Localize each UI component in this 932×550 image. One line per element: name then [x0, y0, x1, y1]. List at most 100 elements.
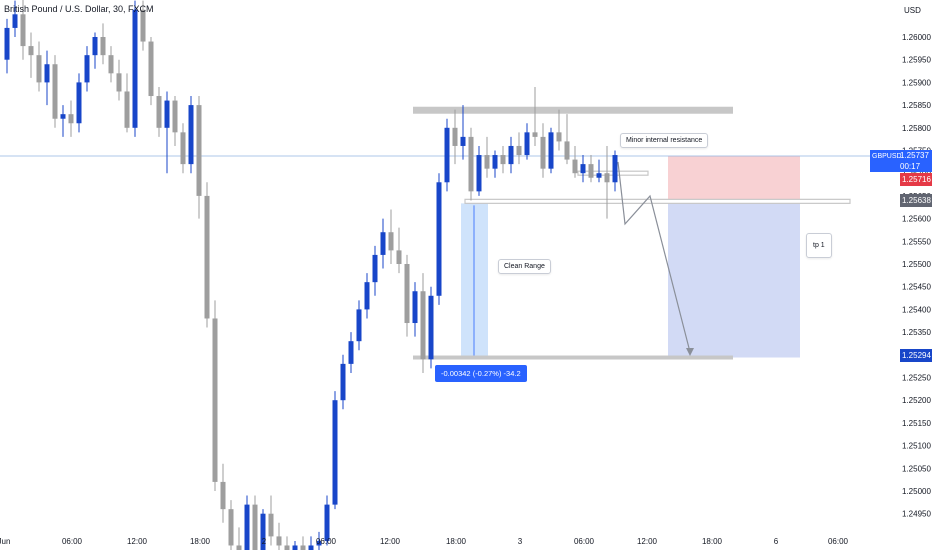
- price-tick-label: 1.25100: [902, 442, 931, 451]
- price-tick-label: 1.25600: [902, 215, 931, 224]
- candle[interactable]: [148, 41, 154, 97]
- projection-arrows: [617, 161, 694, 356]
- candle[interactable]: [284, 545, 290, 550]
- support-level-line[interactable]: [464, 198, 851, 204]
- time-tick-label: 06:00: [574, 537, 595, 546]
- candle[interactable]: [484, 155, 490, 169]
- candle[interactable]: [596, 173, 602, 178]
- projection-path[interactable]: [617, 161, 691, 353]
- candle[interactable]: [580, 164, 586, 174]
- candle[interactable]: [92, 37, 98, 56]
- candle[interactable]: [492, 155, 498, 169]
- candles: [4, 0, 618, 550]
- candle[interactable]: [428, 295, 434, 360]
- clean-range-note[interactable]: Clean Range: [498, 259, 551, 274]
- candle[interactable]: [324, 504, 330, 541]
- price-tick-label: 1.25350: [902, 328, 931, 337]
- candle[interactable]: [60, 114, 66, 119]
- candle[interactable]: [228, 509, 234, 546]
- candle[interactable]: [396, 250, 402, 264]
- candle[interactable]: [468, 136, 474, 192]
- candle[interactable]: [532, 132, 538, 137]
- tp-note[interactable]: tp 1: [806, 233, 832, 258]
- resistance-zone-line[interactable]: [413, 106, 733, 114]
- candle[interactable]: [556, 132, 562, 142]
- candle[interactable]: [124, 91, 130, 128]
- candle[interactable]: [36, 55, 42, 83]
- candle[interactable]: [452, 127, 458, 146]
- candle[interactable]: [260, 513, 266, 550]
- candle[interactable]: [300, 545, 306, 550]
- clean-range-zone[interactable]: [461, 203, 488, 360]
- candle[interactable]: [444, 127, 450, 183]
- candle[interactable]: [116, 73, 122, 92]
- candle[interactable]: [100, 37, 106, 56]
- candle[interactable]: [356, 309, 362, 342]
- candle[interactable]: [340, 363, 346, 401]
- candle[interactable]: [180, 132, 186, 165]
- candle[interactable]: [316, 540, 322, 546]
- candle[interactable]: [164, 100, 170, 128]
- candle[interactable]: [364, 282, 370, 310]
- candle[interactable]: [308, 545, 314, 550]
- candle[interactable]: [44, 64, 50, 83]
- candle[interactable]: [20, 14, 26, 47]
- range-low-line[interactable]: [413, 355, 733, 360]
- candle[interactable]: [4, 27, 10, 60]
- time-tick-label: 12:00: [127, 537, 148, 546]
- candle[interactable]: [172, 100, 178, 133]
- candle[interactable]: [436, 182, 442, 296]
- target-price-tag: 1.25716: [900, 173, 932, 186]
- price-tick-label: 1.25250: [902, 374, 931, 383]
- candle[interactable]: [612, 155, 618, 183]
- candle[interactable]: [292, 545, 298, 550]
- candle[interactable]: [212, 318, 218, 482]
- candle[interactable]: [332, 400, 338, 505]
- candle[interactable]: [460, 136, 466, 146]
- candle[interactable]: [588, 164, 594, 178]
- candle[interactable]: [68, 114, 74, 124]
- candle[interactable]: [188, 105, 194, 165]
- candle[interactable]: [108, 55, 114, 74]
- candle[interactable]: [540, 136, 546, 169]
- candle[interactable]: [156, 96, 162, 128]
- candle[interactable]: [268, 513, 274, 537]
- candle[interactable]: [564, 141, 570, 160]
- candle[interactable]: [236, 545, 242, 550]
- candle[interactable]: [12, 14, 18, 28]
- candle[interactable]: [420, 291, 426, 360]
- candle[interactable]: [524, 132, 530, 156]
- candle[interactable]: [380, 232, 386, 255]
- candle[interactable]: [604, 173, 610, 183]
- candle[interactable]: [412, 291, 418, 324]
- minor-resistance-note[interactable]: Minor internal resistance: [620, 133, 709, 148]
- candle[interactable]: [140, 9, 146, 42]
- take-profit-zone[interactable]: [668, 201, 800, 358]
- candle[interactable]: [508, 145, 514, 165]
- candle[interactable]: [132, 9, 138, 128]
- candle[interactable]: [572, 159, 578, 174]
- candle[interactable]: [196, 105, 202, 196]
- candle[interactable]: [548, 132, 554, 169]
- candle[interactable]: [372, 254, 378, 283]
- support-price-tag: 1.25638: [900, 194, 932, 207]
- candle[interactable]: [244, 504, 250, 550]
- candle[interactable]: [348, 341, 354, 364]
- candle[interactable]: [476, 155, 482, 192]
- candle[interactable]: [28, 46, 34, 56]
- candle[interactable]: [220, 481, 226, 510]
- candle[interactable]: [52, 64, 58, 119]
- candle[interactable]: [516, 145, 522, 156]
- candle[interactable]: [252, 504, 258, 550]
- candle[interactable]: [500, 155, 506, 165]
- candle[interactable]: [388, 232, 394, 251]
- candle[interactable]: [76, 82, 82, 124]
- candle[interactable]: [204, 195, 210, 319]
- time-tick-label: 06:00: [828, 537, 849, 546]
- candle[interactable]: [84, 55, 90, 83]
- candle[interactable]: [404, 264, 410, 324]
- stop-loss-zone[interactable]: [668, 155, 800, 202]
- candle[interactable]: [276, 536, 282, 546]
- price-tick-label: 1.25500: [902, 260, 931, 269]
